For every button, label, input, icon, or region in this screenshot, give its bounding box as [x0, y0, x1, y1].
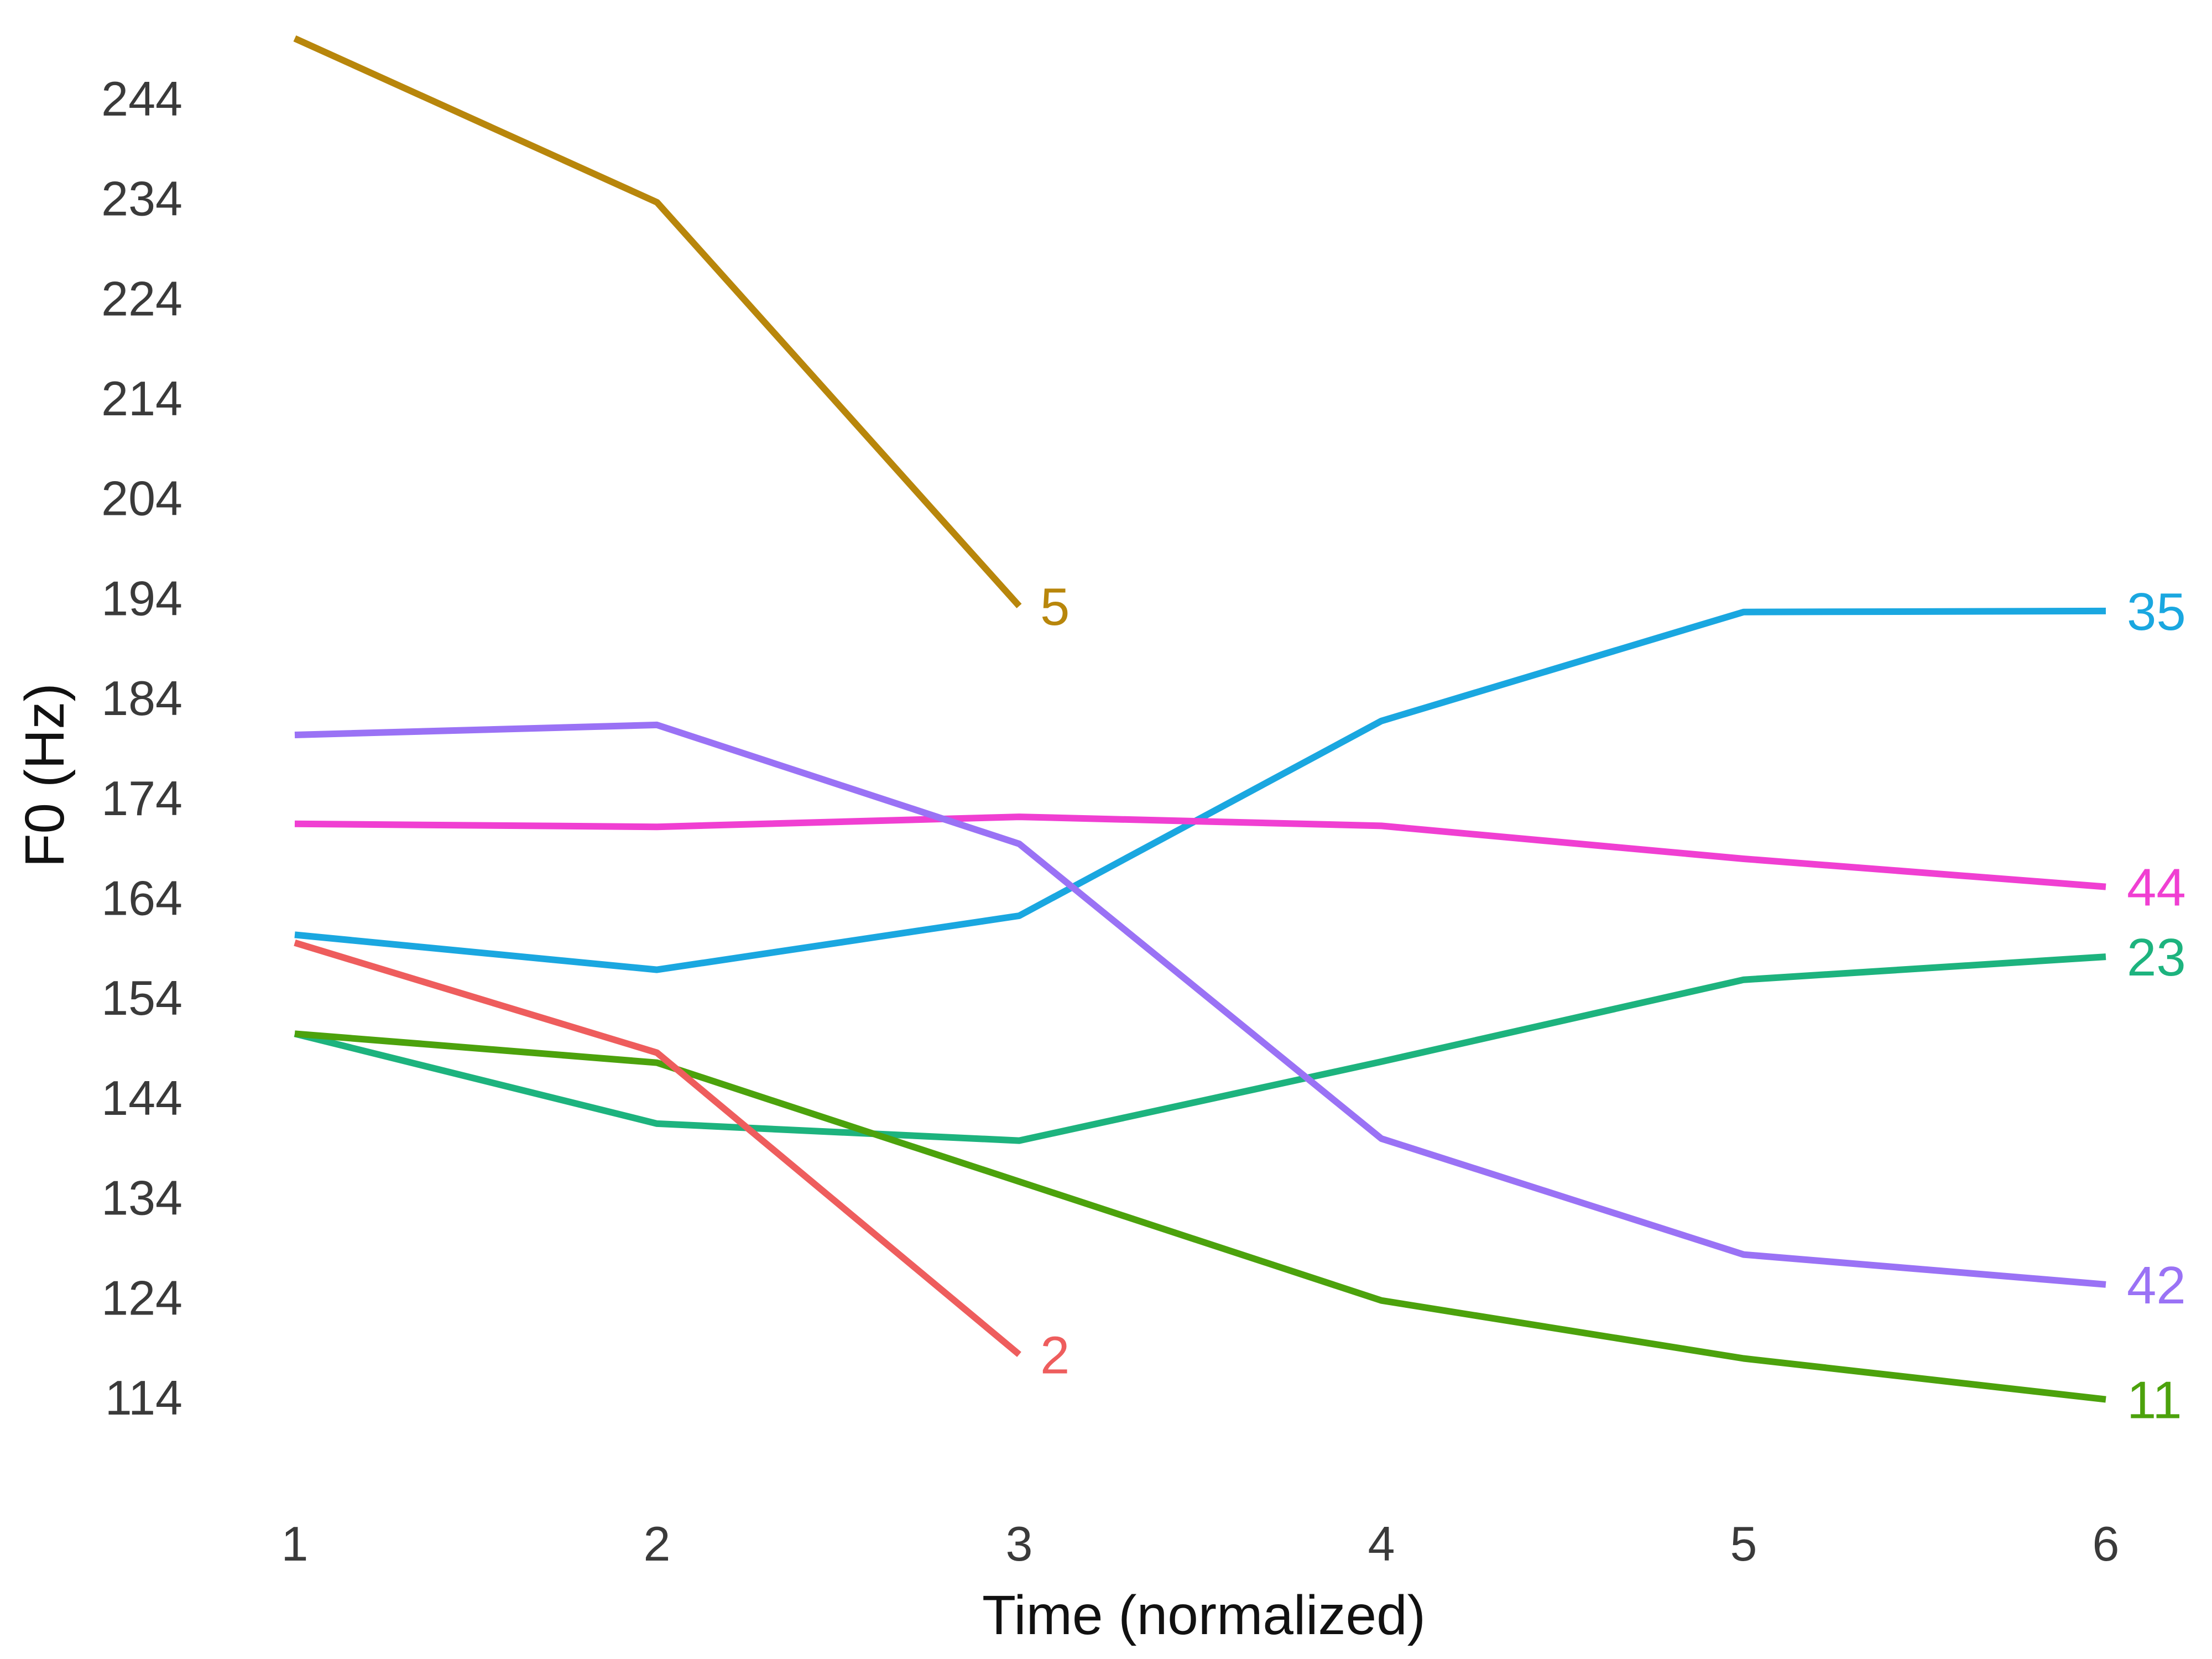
- series-line-44: [294, 813, 2106, 890]
- y-tick-label: 234: [101, 171, 182, 226]
- x-tick-label: 2: [644, 1516, 671, 1571]
- y-tick-label: 144: [101, 1071, 182, 1125]
- series-end-label-11: 11: [2127, 1371, 2182, 1430]
- x-tick-label: 5: [1730, 1516, 1757, 1571]
- x-axis-title: Time (normalized): [982, 1584, 1426, 1646]
- y-tick-label: 124: [101, 1270, 182, 1325]
- x-tick-label: 3: [1006, 1516, 1033, 1571]
- x-tick-label: 1: [281, 1516, 309, 1571]
- y-tick-label: 204: [101, 471, 182, 526]
- series-end-label-5: 5: [1040, 577, 1070, 637]
- x-axis-ticks: 1 2 3 4 5 6: [281, 1516, 2120, 1571]
- series-end-labels: 5 35 44 23 42 11 2: [1040, 577, 2186, 1430]
- y-tick-label: 194: [101, 571, 182, 625]
- y-tick-label: 114: [105, 1370, 182, 1425]
- y-tick-label: 224: [101, 271, 182, 326]
- series-line-5: [293, 35, 1022, 608]
- series-line-2: [294, 940, 1021, 1357]
- y-tick-label: 134: [101, 1171, 182, 1225]
- series-end-label-42: 42: [2127, 1256, 2186, 1315]
- series-end-label-2: 2: [1040, 1326, 1070, 1385]
- series-line-35: [294, 607, 2106, 973]
- y-tick-label: 164: [101, 871, 182, 926]
- series-lines: [293, 35, 2106, 1403]
- x-tick-label: 4: [1368, 1516, 1395, 1571]
- y-tick-label: 174: [101, 771, 182, 826]
- series-line-11: [294, 1030, 2106, 1403]
- y-tick-label: 244: [101, 71, 182, 126]
- series-line-42: [294, 721, 2106, 1288]
- y-axis-title: F0 (Hz): [14, 683, 76, 867]
- series-end-label-23: 23: [2127, 928, 2186, 987]
- y-axis-ticks: 114 124 134 144 154 164 174 184 194 204 214 224 234 2…: [101, 71, 182, 1425]
- series-end-label-44: 44: [2127, 858, 2186, 917]
- y-tick-label: 214: [101, 371, 182, 426]
- series-end-label-35: 35: [2127, 582, 2186, 641]
- x-tick-label: 6: [2093, 1516, 2120, 1571]
- y-tick-label: 184: [101, 671, 182, 726]
- y-tick-label: 154: [101, 971, 182, 1025]
- series-line-23: [294, 953, 2106, 1144]
